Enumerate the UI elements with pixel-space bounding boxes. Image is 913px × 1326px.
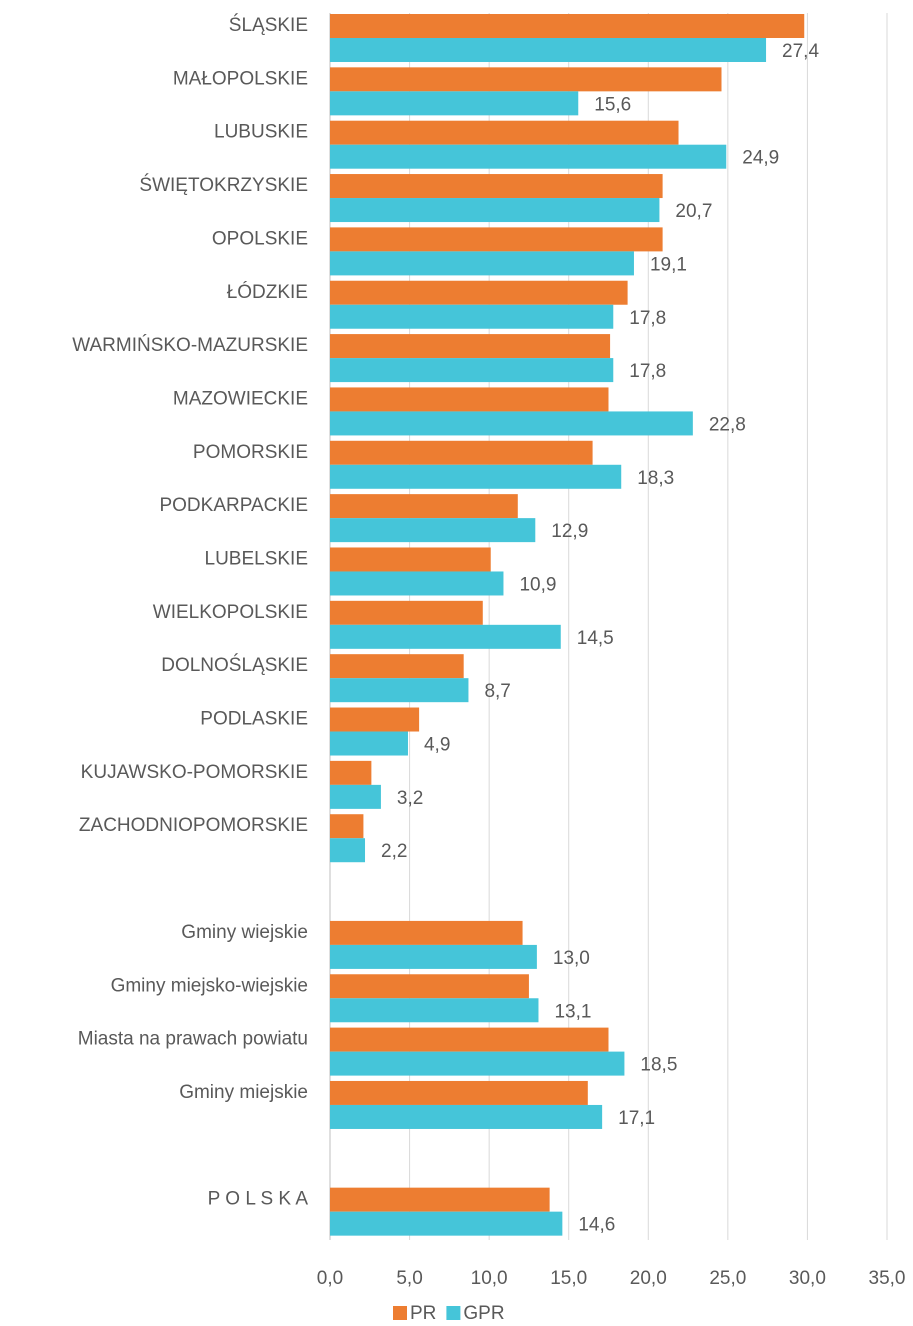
category-label: WARMIŃSKO-MAZURSKIE (72, 335, 308, 356)
category-label: ZACHODNIOPOMORSKIE (79, 815, 308, 836)
bar (330, 1211, 563, 1236)
bar (330, 358, 614, 383)
bar (330, 440, 593, 465)
data-label: 27,4 (782, 41, 819, 62)
category-label: DOLNOŚLĄSKIE (161, 654, 308, 676)
data-label: 3,2 (397, 788, 423, 809)
bar (330, 707, 420, 732)
category-label: P O L S K A (208, 1189, 309, 1210)
bar (330, 227, 663, 252)
bar (330, 518, 536, 543)
bar (330, 198, 660, 223)
category-label: Gminy wiejskie (181, 922, 308, 943)
data-label: 22,8 (709, 414, 746, 435)
data-label: 17,8 (629, 361, 666, 382)
x-tick-label: 25,0 (709, 1268, 746, 1289)
category-label: POMORSKIE (193, 442, 308, 463)
bar (330, 38, 767, 62)
data-label: 2,2 (381, 841, 407, 862)
bar (330, 1104, 603, 1129)
bar (330, 174, 663, 199)
category-label: Miasta na prawach powiatu (78, 1029, 308, 1050)
data-label: 8,7 (484, 681, 510, 702)
bar (330, 974, 529, 999)
category-label: PODKARPACKIE (159, 495, 308, 516)
bar (330, 494, 518, 519)
data-label: 15,6 (594, 94, 631, 115)
bar (330, 1080, 588, 1105)
x-tick-label: 5,0 (396, 1268, 422, 1289)
category-label: ŁÓDZKIE (227, 281, 308, 303)
category-label: Gminy miejskie (179, 1082, 308, 1103)
legend-label: PR (410, 1303, 436, 1324)
category-label: MAŁOPOLSKIE (173, 68, 308, 89)
bar (330, 998, 539, 1023)
bar (330, 144, 727, 169)
legend-swatch (393, 1306, 407, 1320)
data-label: 19,1 (650, 254, 687, 275)
bar (330, 67, 722, 92)
bar (330, 1051, 625, 1076)
bar (330, 678, 469, 703)
bar (330, 1187, 550, 1212)
bar (330, 731, 408, 756)
bar (330, 387, 609, 412)
bar (330, 251, 634, 276)
x-tick-label: 0,0 (317, 1268, 343, 1289)
x-tick-label: 35,0 (869, 1268, 906, 1289)
bar (330, 784, 381, 809)
data-label: 24,9 (742, 148, 779, 169)
category-label: KUJAWSKO-POMORSKIE (81, 762, 308, 783)
data-label: 10,9 (519, 574, 556, 595)
bar (330, 654, 464, 679)
category-label: ŚWIĘTOKRZYSKIE (139, 174, 308, 196)
category-label: WIELKOPOLSKIE (153, 602, 308, 623)
bar (330, 944, 537, 969)
data-label: 13,0 (553, 948, 590, 969)
bar (330, 91, 579, 116)
data-label: 20,7 (675, 201, 712, 222)
data-label: 14,5 (577, 628, 614, 649)
data-label: 14,6 (578, 1215, 615, 1236)
category-label: MAZOWIECKIE (173, 388, 308, 409)
category-label: Gminy miejsko-wiejskie (111, 975, 308, 996)
data-label: 12,9 (551, 521, 588, 542)
bar (330, 571, 504, 596)
data-label: 17,1 (618, 1108, 655, 1129)
data-label: 18,5 (640, 1055, 677, 1076)
bar (330, 547, 491, 572)
category-label: OPOLSKIE (212, 228, 308, 249)
x-tick-label: 30,0 (789, 1268, 826, 1289)
bar (330, 814, 364, 839)
bar (330, 464, 622, 489)
bar (330, 14, 805, 38)
bar (330, 280, 628, 305)
data-label: 17,8 (629, 308, 666, 329)
category-label: PODLASKIE (200, 709, 308, 730)
category-label: ŚLĄSKIE (229, 14, 308, 36)
bar (330, 624, 561, 649)
bar (330, 1027, 609, 1052)
category-label: LUBELSKIE (205, 548, 309, 569)
category-label: LUBUSKIE (214, 122, 308, 143)
bar (330, 920, 523, 945)
bar (330, 411, 693, 436)
bar (330, 304, 614, 329)
x-tick-label: 20,0 (630, 1268, 667, 1289)
bar (330, 334, 611, 359)
bar (330, 838, 366, 863)
legend-label: GPR (463, 1303, 504, 1324)
legend-swatch (446, 1306, 461, 1320)
data-label: 18,3 (637, 468, 674, 489)
bar (330, 120, 679, 145)
data-label: 13,1 (554, 1001, 591, 1022)
bar (330, 600, 483, 625)
data-label: 4,9 (424, 735, 450, 756)
x-tick-label: 10,0 (471, 1268, 508, 1289)
x-tick-label: 15,0 (550, 1268, 587, 1289)
bar (330, 760, 372, 785)
